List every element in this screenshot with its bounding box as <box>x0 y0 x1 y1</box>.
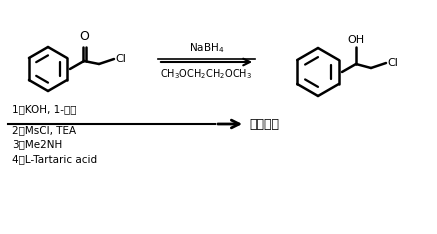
Text: NaBH$_4$: NaBH$_4$ <box>189 41 224 55</box>
Text: Cl: Cl <box>387 58 398 68</box>
Text: 达泊西汀: 达泊西汀 <box>249 117 279 131</box>
Text: CH$_3$OCH$_2$CH$_2$OCH$_3$: CH$_3$OCH$_2$CH$_2$OCH$_3$ <box>160 67 253 81</box>
Text: O: O <box>79 30 89 43</box>
Text: 3）Me2NH: 3）Me2NH <box>12 139 62 149</box>
Text: 4）L-Tartaric acid: 4）L-Tartaric acid <box>12 154 97 164</box>
Text: OH: OH <box>347 35 364 45</box>
Text: 1）KOH, 1-氟萊: 1）KOH, 1-氟萊 <box>12 104 76 114</box>
Text: 2）MsCl, TEA: 2）MsCl, TEA <box>12 125 76 135</box>
Text: Cl: Cl <box>115 54 126 64</box>
